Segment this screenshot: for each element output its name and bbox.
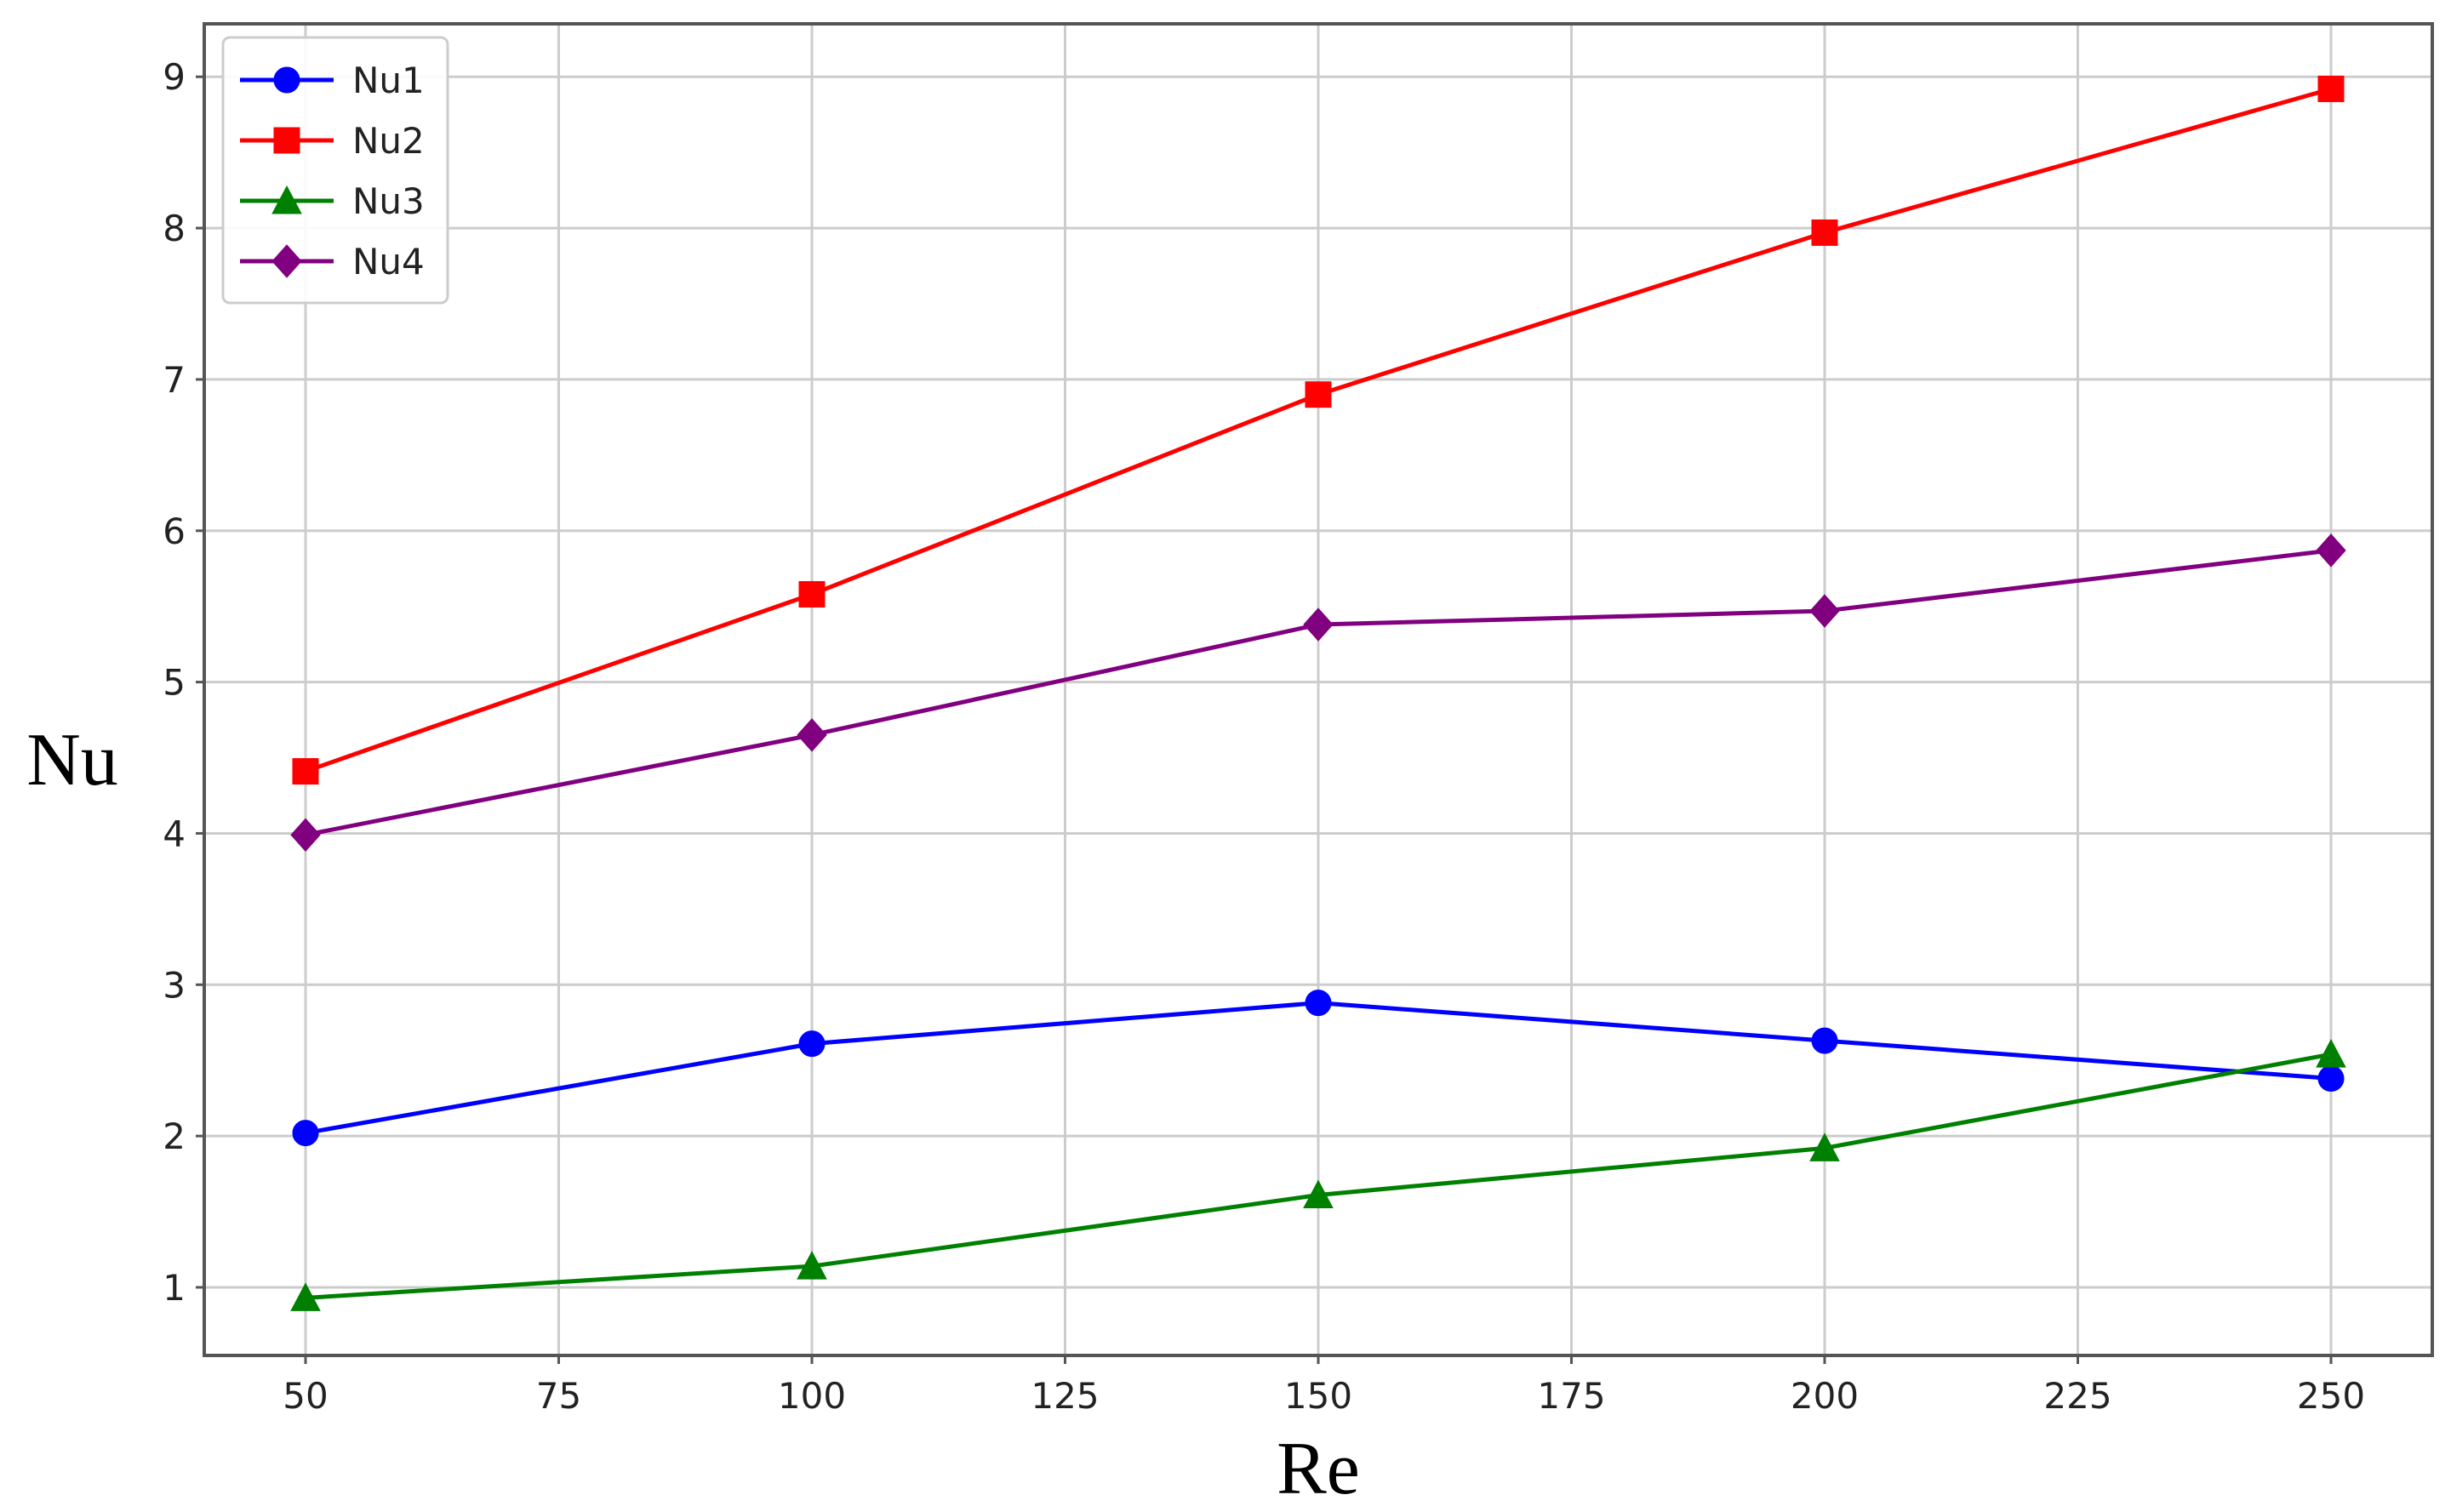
data-point-nu2: [1305, 381, 1332, 408]
data-point-nu2: [2317, 75, 2345, 102]
data-point-nu1: [2317, 1065, 2345, 1093]
x-axis-title: Re: [1277, 1428, 1360, 1510]
y-tick-label: 1: [163, 1267, 186, 1309]
legend-label: Nu1: [352, 60, 425, 101]
legend-label: Nu4: [352, 241, 425, 282]
tick-labels: 50 75 100 125 150 175 200 225 250 1 2 3 4 5 6 7 8 9: [163, 56, 2365, 1417]
data-point-nu3: [1809, 1133, 1840, 1161]
x-tick-label: 50: [283, 1375, 328, 1417]
legend-label: Nu2: [352, 120, 425, 162]
data-point-nu2: [292, 758, 319, 785]
grid: [204, 24, 2432, 1355]
data-point-nu3: [2316, 1039, 2346, 1068]
data-point-nu3: [1303, 1179, 1334, 1208]
x-tick-label: 75: [536, 1375, 581, 1417]
series-nu2: [292, 75, 2345, 785]
data-point-nu1: [1305, 990, 1332, 1017]
y-tick-label: 9: [163, 56, 186, 98]
y-tick-label: 5: [163, 662, 186, 704]
x-tick-label: 125: [1031, 1375, 1099, 1417]
data-point-nu3: [290, 1282, 321, 1311]
legend-box: [221, 36, 449, 305]
data-point-nu3: [797, 1251, 827, 1280]
data-point-nu4: [290, 818, 321, 852]
data-point-nu2: [798, 580, 826, 608]
y-tick-label: 7: [163, 359, 186, 401]
data-point-nu4: [2316, 533, 2346, 568]
x-tick-label: 200: [1791, 1375, 1859, 1417]
series-nu1: [292, 990, 2345, 1147]
legend-marker-nu3: [271, 185, 302, 214]
y-tick-label: 2: [163, 1115, 186, 1157]
y-tick-label: 8: [163, 208, 186, 249]
data-point-nu1: [798, 1030, 826, 1058]
legend-item-nu2: Nu2: [240, 120, 425, 162]
data-point-nu4: [1809, 594, 1840, 628]
legend-marker-nu4: [271, 244, 302, 278]
series-nu4: [290, 533, 2346, 852]
legend-item-nu1: Nu1: [240, 60, 425, 101]
y-tick-label: 4: [163, 813, 186, 854]
legend-marker-nu1: [273, 66, 300, 94]
y-tick-label: 3: [163, 964, 186, 1006]
legend-marker-nu2: [273, 127, 300, 154]
series-nu3: [290, 1039, 2346, 1311]
y-tick-label: 6: [163, 511, 186, 552]
data-point-nu2: [1811, 219, 1838, 246]
legend: Nu1 Nu2 Nu3 Nu4: [221, 36, 449, 305]
y-axis-title: Nu: [26, 719, 118, 802]
data-point-nu1: [1811, 1027, 1838, 1054]
x-tick-label: 225: [2043, 1375, 2111, 1417]
legend-label: Nu3: [352, 180, 425, 222]
x-tick-label: 175: [1537, 1375, 1605, 1417]
legend-item-nu3: Nu3: [240, 180, 425, 222]
x-tick-label: 100: [778, 1375, 846, 1417]
data-point-nu1: [292, 1120, 319, 1147]
x-tick-label: 250: [2297, 1375, 2365, 1417]
series-group: [290, 75, 2346, 1311]
legend-item-nu4: Nu4: [240, 241, 425, 282]
data-point-nu4: [797, 718, 827, 752]
x-tick-label: 150: [1284, 1375, 1352, 1417]
data-point-nu4: [1303, 608, 1334, 642]
